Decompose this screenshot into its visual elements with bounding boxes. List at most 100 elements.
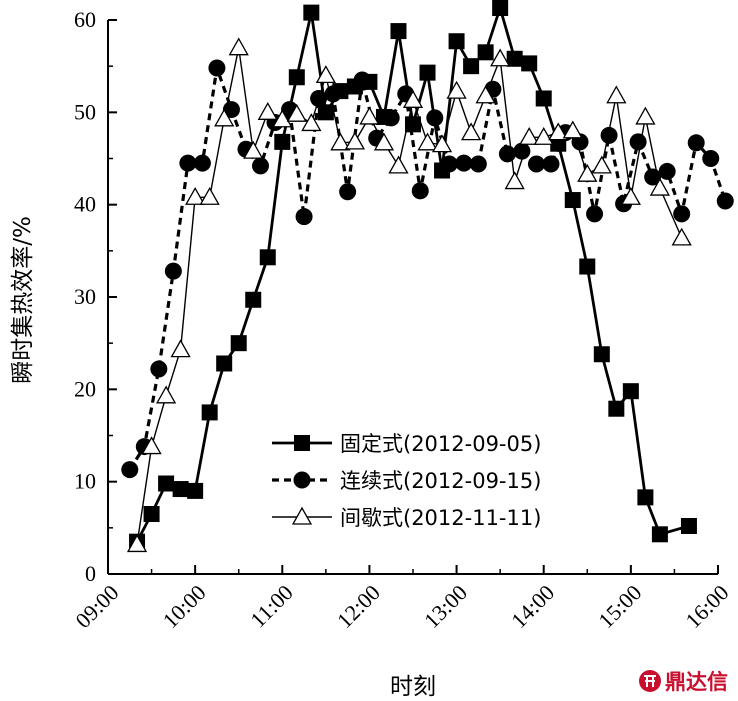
data-point	[170, 339, 191, 358]
y-tick-label: 40	[74, 192, 96, 217]
data-point	[463, 58, 480, 75]
data-point	[295, 208, 313, 226]
y-tick-label: 20	[74, 376, 96, 401]
x-tick-label: 12:00	[332, 580, 385, 633]
series-triangle	[126, 37, 692, 553]
data-point	[216, 355, 233, 372]
data-point	[579, 258, 596, 275]
data-point	[274, 133, 291, 150]
data-point	[440, 155, 458, 173]
data-point	[687, 134, 705, 152]
data-point	[606, 85, 627, 104]
x-tick-label: 11:00	[245, 580, 298, 633]
data-point	[324, 85, 342, 103]
data-point	[477, 44, 494, 61]
data-point	[344, 131, 366, 150]
data-point	[359, 106, 380, 125]
data-point	[201, 404, 218, 421]
data-point	[492, 0, 509, 16]
legend-entry: 固定式(2012-09-05)	[272, 432, 541, 456]
legend-label: 间歇式(2012-11-11)	[340, 506, 541, 530]
data-point	[172, 481, 189, 498]
data-point	[527, 155, 545, 173]
data-point	[542, 155, 560, 173]
data-point	[426, 109, 444, 127]
y-tick-label: 60	[74, 7, 96, 32]
data-point	[373, 132, 395, 151]
y-axis-title: 瞬时集热效率/%	[10, 216, 36, 384]
x-axis-title: 时刻	[390, 674, 436, 700]
data-point	[286, 103, 307, 122]
data-point	[179, 154, 197, 172]
data-point	[649, 177, 671, 196]
data-point	[671, 227, 692, 246]
data-point	[353, 71, 371, 89]
y-tick-label: 0	[85, 561, 96, 586]
data-point	[121, 461, 139, 479]
series-line	[128, 66, 727, 471]
data-point	[673, 205, 691, 223]
data-point	[411, 182, 429, 200]
data-point	[431, 134, 453, 153]
data-point	[620, 186, 641, 205]
data-point	[498, 145, 516, 163]
data-point	[548, 122, 569, 141]
data-point	[562, 120, 583, 139]
legend: 固定式(2012-09-05) 连续式(2012-09-15) 间歇式(2012-1…	[272, 432, 541, 530]
x-tick-label: 10:00	[158, 580, 211, 633]
data-point	[521, 55, 538, 72]
series-layer	[121, 0, 734, 553]
data-point	[208, 59, 226, 77]
data-point	[199, 186, 220, 205]
y-tick-label: 50	[74, 99, 96, 124]
data-point	[460, 122, 482, 141]
data-point	[288, 69, 305, 86]
data-point	[490, 48, 511, 67]
data-point	[446, 80, 467, 99]
data-point	[629, 133, 647, 151]
data-point	[301, 113, 322, 132]
data-point	[564, 192, 581, 209]
watermark-text: 鼎达信	[665, 670, 728, 694]
data-point	[402, 90, 424, 108]
data-point	[591, 155, 612, 174]
data-point	[469, 155, 487, 173]
legend-label: 连续式(2012-09-15)	[340, 469, 541, 493]
data-point	[330, 132, 351, 151]
x-tick-label: 09:00	[70, 580, 123, 633]
watermark: 鼎达信	[639, 670, 728, 694]
data-point	[272, 109, 293, 128]
data-point	[417, 132, 438, 151]
data-point	[155, 385, 177, 404]
data-point	[535, 90, 552, 107]
data-point	[658, 162, 676, 180]
data-point	[622, 383, 639, 400]
legend-swatch-marker	[291, 506, 313, 525]
data-point	[143, 505, 160, 522]
data-point	[519, 126, 540, 145]
data-point	[600, 126, 618, 144]
data-point	[593, 346, 610, 363]
data-point	[716, 192, 734, 210]
x-tick-label: 16:00	[680, 580, 733, 633]
legend-entry: 连续式(2012-09-15)	[272, 469, 541, 493]
data-point	[187, 482, 204, 499]
data-point	[259, 249, 276, 266]
data-point	[214, 108, 235, 127]
data-point	[390, 23, 407, 40]
data-point	[586, 205, 604, 223]
data-point	[317, 104, 334, 121]
y-tick-label: 10	[74, 469, 96, 494]
x-tick-label: 15:00	[593, 580, 646, 633]
data-point	[382, 109, 400, 127]
data-point	[252, 157, 269, 175]
x-axis: 09:00 10:00 11:00 12:00 13:00 14:00 15:00 16:00	[70, 565, 734, 633]
data-point	[158, 475, 175, 492]
x-tick-label: 13:00	[419, 580, 472, 633]
data-point	[245, 291, 262, 308]
data-point	[185, 186, 206, 205]
data-point	[608, 400, 625, 417]
x-tick-label: 14:00	[506, 580, 559, 633]
y-axis: 0 10 20 30 40 50 60	[74, 7, 117, 586]
data-point	[388, 155, 409, 174]
